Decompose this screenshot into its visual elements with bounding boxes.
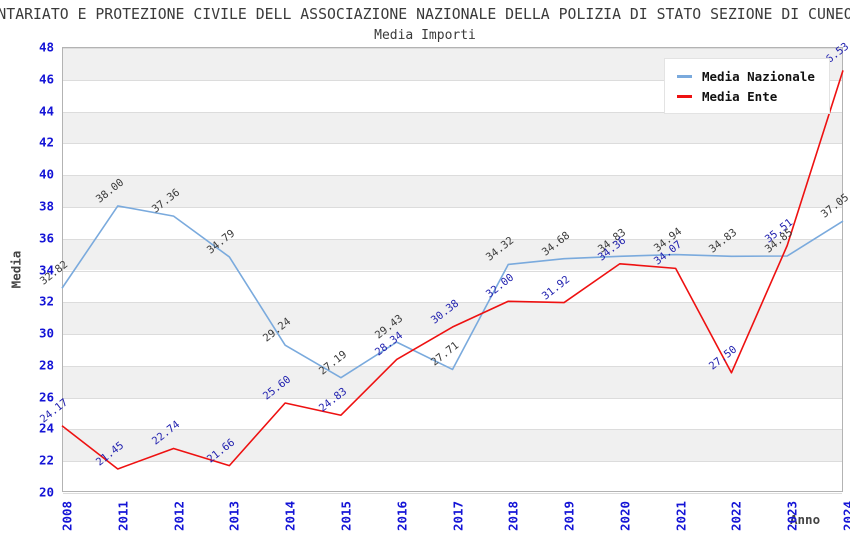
- gridline: [63, 79, 842, 81]
- y-tick-label: 32: [38, 293, 54, 309]
- y-tick-label: 42: [38, 134, 54, 150]
- legend-label: Media Nazionale: [702, 68, 815, 84]
- y-tick-label: 40: [38, 166, 54, 182]
- gridline: [63, 143, 842, 145]
- gridline: [63, 238, 842, 240]
- y-tick-label: 26: [38, 389, 54, 405]
- y-tick-label: 28: [38, 357, 54, 373]
- y-tick-label: 34: [38, 262, 54, 277]
- series-line-media-ente: [61, 70, 844, 470]
- gridline: [63, 365, 842, 367]
- gridline: [63, 270, 842, 272]
- gridline: [63, 461, 842, 463]
- y-tick-label: 38: [38, 198, 54, 214]
- x-axis-title: Anno: [790, 512, 821, 527]
- legend-item-media-nazionale: Media Nazionale: [677, 66, 815, 86]
- legend: Media Nazionale Media Ente: [664, 58, 830, 114]
- gridline: [63, 429, 842, 431]
- plot-area: [62, 47, 843, 494]
- series-line-media-nazionale: [61, 205, 844, 379]
- gridline: [63, 334, 842, 336]
- background-band: [63, 238, 842, 271]
- y-tick-label: 24: [38, 420, 54, 436]
- legend-swatch-media-nazionale: [677, 74, 692, 78]
- gridline: [63, 175, 842, 177]
- y-tick-label: 46: [38, 71, 54, 87]
- background-band: [63, 175, 842, 207]
- background-band: [63, 302, 842, 335]
- legend-label: Media Ente: [702, 88, 778, 104]
- gridline: [63, 302, 842, 304]
- y-tick-label: 44: [38, 103, 54, 119]
- gridline: [63, 493, 842, 494]
- y-tick-label: 30: [38, 325, 54, 341]
- gridline: [63, 397, 842, 399]
- chart-subtitle: Media Importi: [374, 28, 476, 43]
- background-band: [63, 429, 842, 462]
- y-tick-label: 22: [38, 452, 54, 468]
- y-tick-label: 48: [38, 39, 54, 55]
- background-band: [63, 111, 842, 144]
- y-tick-label: 20: [38, 484, 54, 500]
- background-band: [63, 365, 842, 398]
- legend-item-media-ente: Media Ente: [677, 86, 815, 106]
- y-tick-label: 36: [38, 230, 54, 246]
- gridline: [63, 206, 842, 208]
- gridline: [63, 111, 842, 113]
- legend-swatch-media-ente: [677, 94, 692, 98]
- gridline: [63, 48, 842, 49]
- chart-title: NTARIATO E PROTEZIONE CIVILE DELL ASSOCI…: [0, 6, 850, 23]
